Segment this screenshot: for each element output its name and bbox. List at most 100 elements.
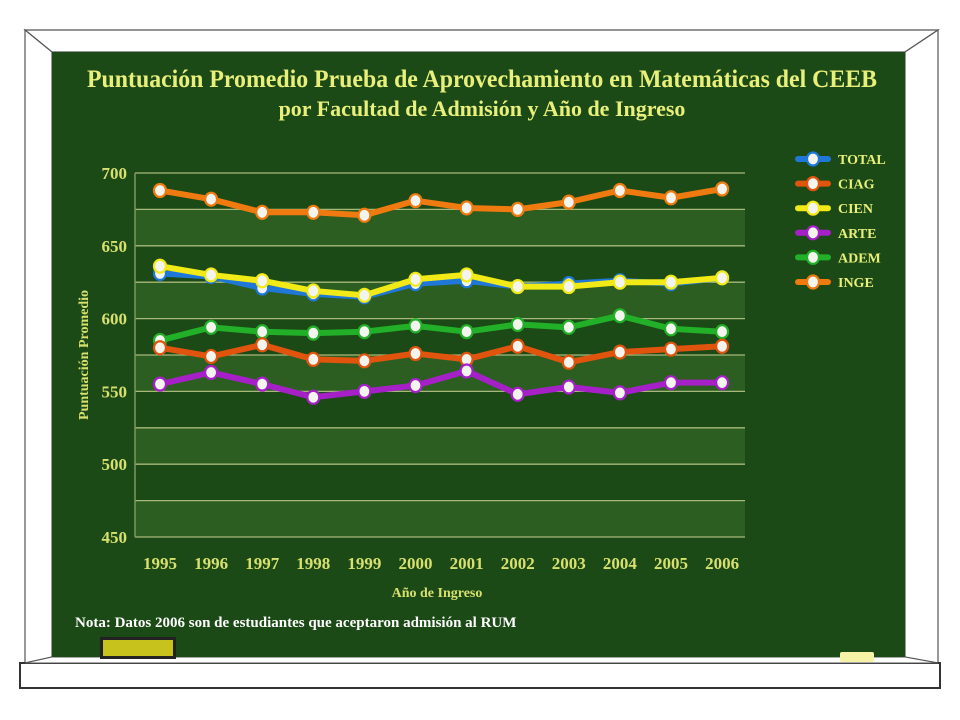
data-point-cien (561, 278, 576, 295)
legend-marker-cien (805, 200, 821, 216)
data-point-inge (357, 207, 372, 223)
x-tick-label: 2002 (501, 554, 535, 573)
legend-label-adem: ADEM (838, 251, 881, 266)
chart-title: Puntuación Promedio Prueba de Aprovecham… (87, 66, 877, 93)
data-point-inge (152, 182, 168, 199)
data-point-ciag (408, 345, 423, 362)
x-tick-label: 2005 (654, 554, 688, 573)
data-point-inge (408, 193, 423, 209)
data-point-ciag (204, 348, 219, 365)
data-point-ciag (255, 337, 270, 353)
y-tick-label: 700 (102, 164, 128, 183)
x-axis-ticks: 1995 1996 1997 1998 1999 2000 2001 2002 2003 2004… (143, 554, 739, 573)
data-point-inge (306, 204, 321, 220)
data-point-ciag (561, 354, 576, 370)
x-tick-label: 1997 (245, 554, 280, 573)
data-point-inge (204, 191, 219, 207)
series-line-cien (157, 263, 726, 299)
x-tick-label: 1995 (143, 554, 177, 573)
data-point-arte (612, 385, 628, 401)
data-point-adem (357, 324, 372, 340)
legend-label-inge: INGE (838, 276, 874, 291)
data-point-adem (612, 308, 628, 324)
data-point-inge (663, 190, 679, 206)
data-point-cien (204, 267, 219, 283)
data-point-adem (459, 324, 474, 340)
data-point-adem (663, 321, 679, 337)
eraser (100, 637, 176, 659)
x-axis-label: Año de Ingreso (392, 586, 483, 601)
x-tick-label: 2001 (450, 554, 484, 573)
data-point-cien (306, 283, 321, 299)
x-tick-label: 1996 (194, 554, 228, 573)
series-line-arte (157, 368, 726, 401)
x-tick-label: 2000 (399, 554, 433, 573)
data-point-cien (459, 267, 474, 283)
grid-band (135, 209, 745, 246)
x-tick-label: 2006 (705, 554, 739, 573)
series-lines (152, 181, 730, 405)
data-point-ciag (612, 344, 628, 360)
data-point-arte (714, 375, 730, 391)
grid-bands (135, 209, 745, 537)
data-point-arte (204, 364, 219, 381)
data-point-arte (663, 375, 679, 391)
data-point-adem (510, 316, 525, 333)
legend-marker-total (805, 151, 821, 167)
grid-band (135, 500, 745, 537)
data-point-arte (459, 363, 474, 379)
data-point-adem (306, 325, 321, 341)
data-point-arte (255, 376, 270, 392)
data-point-arte (357, 383, 372, 399)
data-point-cien (663, 274, 679, 290)
data-point-adem (255, 324, 270, 340)
data-point-inge (255, 204, 270, 220)
data-point-arte (306, 389, 321, 405)
x-tick-label: 2003 (552, 554, 586, 573)
data-point-ciag (714, 338, 730, 354)
data-point-ciag (510, 338, 525, 354)
data-point-cien (612, 274, 628, 290)
legend-marker-adem (805, 249, 821, 265)
y-tick-label: 450 (102, 528, 128, 547)
data-point-cien (510, 278, 525, 295)
data-point-adem (714, 324, 730, 340)
y-tick-label: 500 (102, 455, 128, 474)
data-point-cien (408, 271, 423, 287)
data-point-adem (561, 319, 576, 335)
data-point-ciag (357, 353, 372, 369)
series-line-ciag (157, 341, 726, 366)
data-point-cien (255, 273, 270, 289)
grid-band (135, 282, 745, 319)
legend: TOTAL CIAG CIEN ARTE ADEM INGE (795, 151, 886, 291)
legend-label-ciag: CIAG (838, 178, 875, 193)
legend-label-arte: ARTE (838, 227, 876, 242)
x-tick-label: 1999 (347, 554, 381, 573)
y-tick-label: 600 (102, 310, 128, 329)
series-line-adem (157, 312, 726, 344)
legend-marker-arte (805, 225, 821, 241)
data-point-ciag (306, 351, 321, 367)
y-axis-ticks: 700 650 600 550 500 450 (102, 164, 128, 547)
x-tick-label: 2004 (603, 554, 638, 573)
data-point-arte (510, 386, 525, 402)
data-point-arte (408, 377, 423, 394)
series-line-inge (157, 186, 726, 219)
data-point-ciag (152, 340, 168, 356)
data-point-adem (408, 318, 423, 334)
data-point-ciag (663, 341, 679, 357)
footnote: Nota: Datos 2006 son de estudiantes que … (75, 615, 517, 631)
x-tick-label: 1998 (296, 554, 330, 573)
legend-label-total: TOTAL (838, 153, 886, 168)
data-point-inge (459, 200, 474, 216)
legend-marker-ciag (805, 176, 821, 192)
data-point-cien (152, 258, 168, 274)
data-point-inge (714, 181, 730, 197)
data-point-arte (561, 379, 576, 395)
chalk-piece (840, 652, 874, 662)
grid-band (135, 427, 745, 465)
data-point-inge (612, 182, 628, 199)
data-point-adem (204, 319, 219, 335)
